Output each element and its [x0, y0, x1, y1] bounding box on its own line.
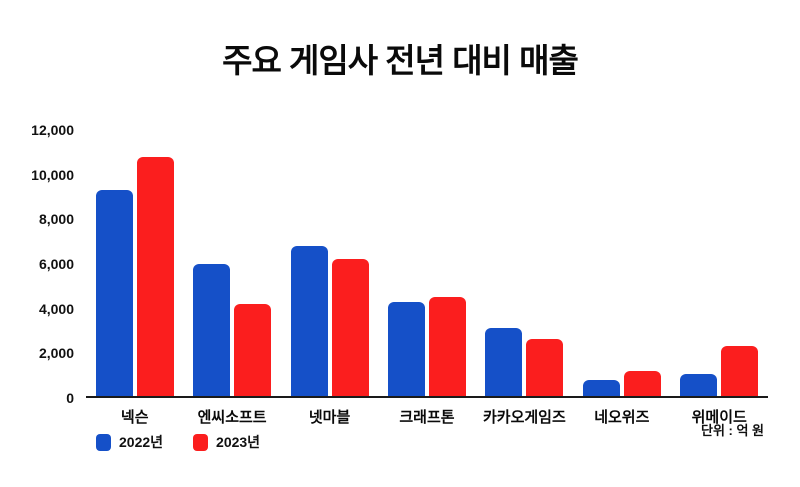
bar-2023년	[136, 156, 174, 396]
category-label: 네오위즈	[594, 409, 650, 426]
category-label: 크래프톤	[399, 409, 455, 426]
category-label: 카카오게임즈	[482, 409, 566, 426]
bar-2023년	[526, 339, 564, 396]
plot-area: 넥슨 엔씨소프트 넷마블 크래프톤 카카오게임즈 네오위즈 위메이드	[86, 130, 768, 426]
legend-item: 2022년	[96, 432, 163, 452]
category-label: 넥슨	[120, 409, 149, 426]
y-axis-tick-label: 6,000	[38, 256, 74, 272]
bar-2022년	[680, 373, 718, 396]
y-axis-tick-label: 0	[66, 390, 74, 406]
unit-label: 단위 : 억 원	[700, 423, 764, 438]
y-axis-tick-label: 4,000	[38, 300, 74, 317]
legend: 2022년 2023년	[96, 432, 260, 452]
bar-2023년	[331, 258, 369, 396]
legend-swatch	[96, 433, 111, 451]
bar-2023년	[721, 346, 759, 396]
bar-2022년	[387, 301, 425, 396]
bar-2022년	[95, 189, 133, 396]
bar-2022년	[193, 264, 231, 396]
category-label: 넷마블	[308, 409, 351, 426]
category-label: 위메이드	[691, 409, 747, 426]
chart-area: 0 2,000 4,000 6,000 8,000 10,000 12,000 넥슨 엔씨소프…	[14, 122, 768, 426]
bar-group: 카카오게임즈	[483, 130, 566, 426]
legend-label: 2023년	[216, 434, 261, 450]
y-axis: 0 2,000 4,000 6,000 8,000 10,000 12,000	[14, 122, 86, 406]
bar-2023년	[428, 297, 466, 396]
bar-2023년	[234, 304, 272, 396]
y-axis-tick-label: 10,000	[31, 166, 74, 183]
bar-group: 넥슨	[95, 130, 174, 426]
legend-label: 2022년	[119, 434, 164, 450]
chart-title: 주요 게임사 전년 대비 매출	[222, 42, 579, 79]
bar-2022년	[485, 328, 523, 396]
legend-item: 2023년	[193, 432, 260, 452]
y-axis-tick-label: 12,000	[31, 122, 74, 138]
bar-2022년	[582, 380, 620, 396]
category-label: 엔씨소프트	[197, 409, 267, 426]
bar-group: 위메이드	[680, 130, 759, 426]
y-axis-tick-label: 2,000	[38, 345, 74, 362]
bar-group: 네오위즈	[582, 130, 661, 426]
y-axis-tick-label: 8,000	[38, 211, 74, 228]
bar-group: 크래프톤	[387, 130, 466, 426]
legend-swatch	[193, 433, 209, 451]
bar-group: 엔씨소프트	[193, 130, 272, 426]
bar-2022년	[290, 246, 328, 396]
bar-2023년	[623, 370, 661, 396]
bar-group: 넷마블	[290, 130, 369, 426]
